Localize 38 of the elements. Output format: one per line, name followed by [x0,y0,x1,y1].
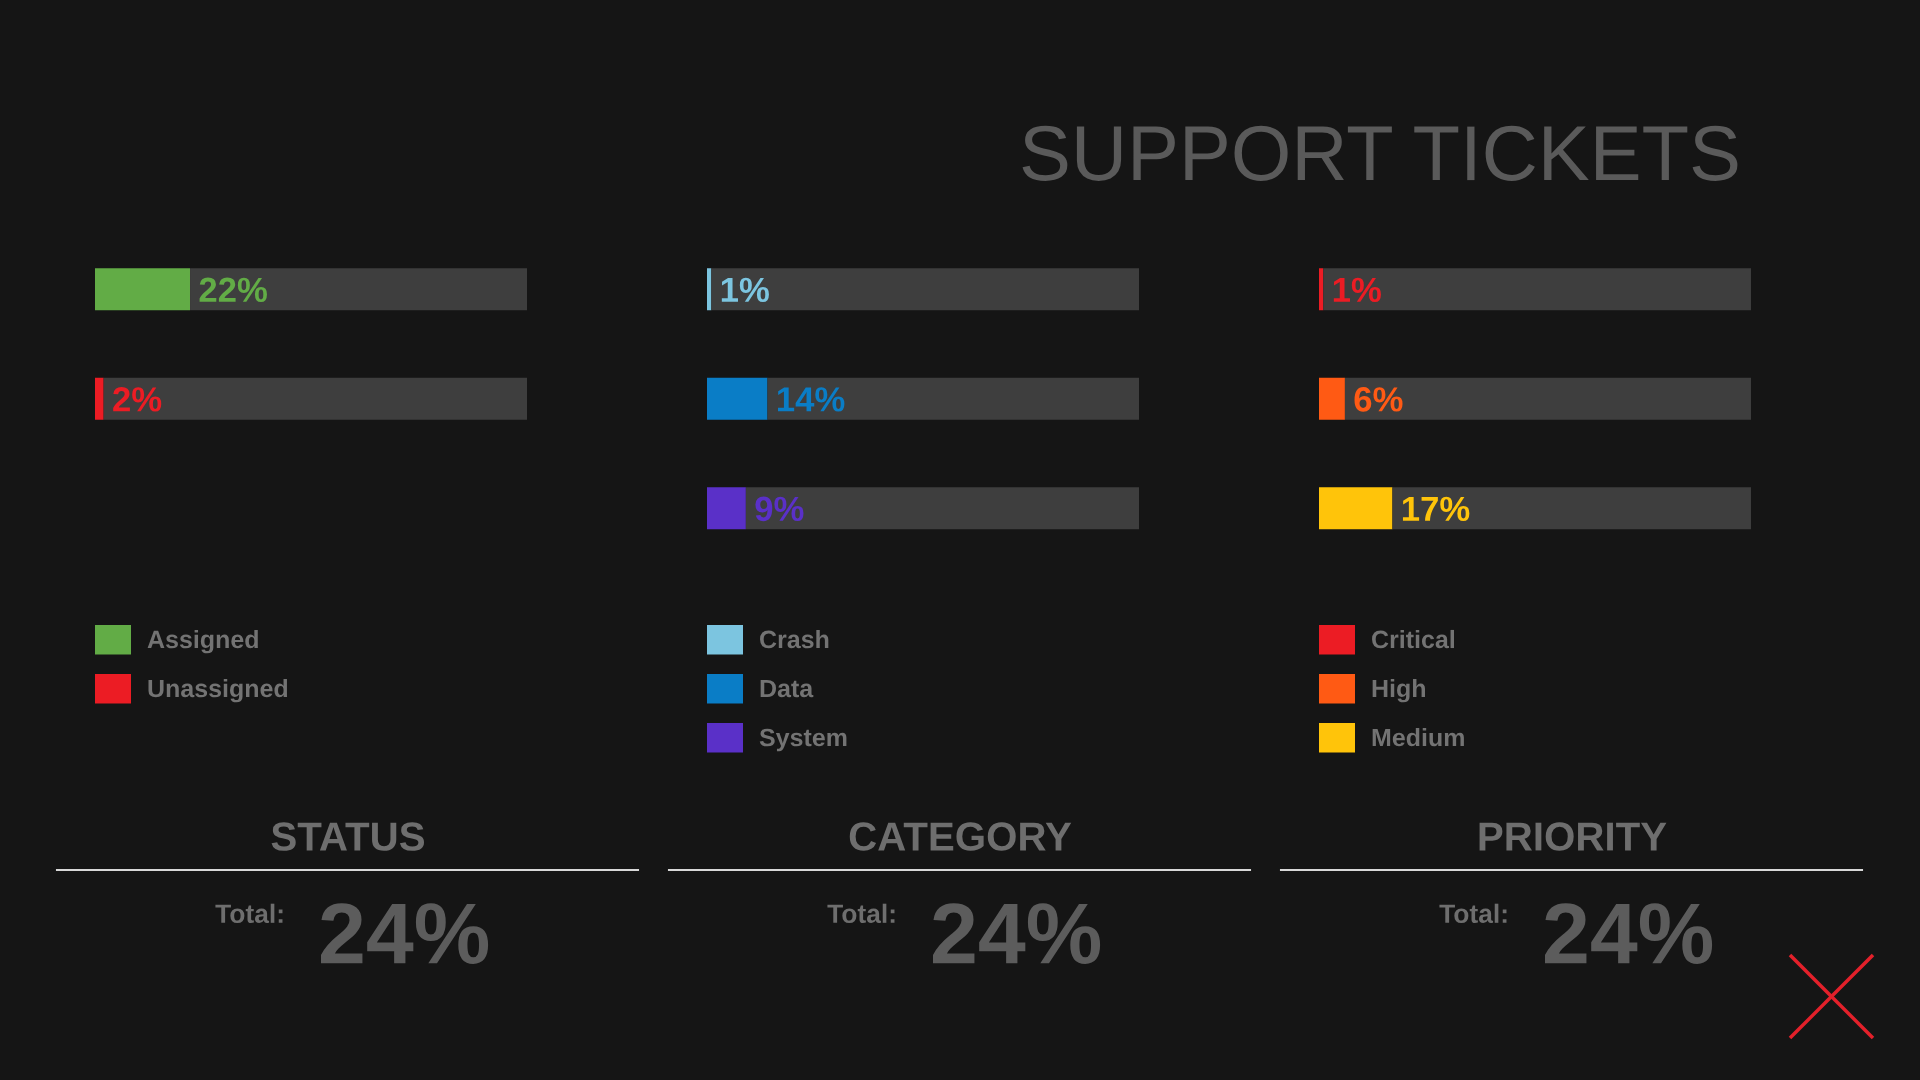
text: STATUS [271,822,425,851]
legend-label: Critical [1372,629,1454,649]
bar [1319,377,1345,420]
data-label: 9% [755,496,804,522]
data-label: 2% [113,387,162,412]
bar [767,377,1139,420]
legend-label: Medium [1372,727,1464,747]
data-label: 1% [1333,277,1381,303]
bar [1323,268,1751,311]
text: CATEGORY [849,822,1072,851]
text: Total: [827,903,895,924]
text: 24% [320,903,489,964]
data-label: 17% [1402,496,1470,522]
text: Total: [215,903,283,924]
legend-label: System [759,728,847,752]
bar [707,377,768,420]
bar [1344,377,1751,420]
legend-label: Crash [760,629,829,649]
bar [707,268,712,311]
text: 24% [1544,903,1713,964]
data-label: 14% [778,387,845,412]
bar [1319,268,1324,311]
legend-label: Unassigned [148,678,288,703]
data-label: 6% [1354,387,1403,412]
bar [711,268,1139,311]
data-label: 1% [721,277,769,303]
bar [1392,487,1751,530]
text: PRIORITY [1479,822,1667,851]
text: SUPPORT TICKETS [1022,125,1738,181]
bar [745,487,1139,530]
text: 24% [932,903,1101,964]
text: Total: [1439,903,1507,924]
data-label: 22% [199,277,267,303]
bar [1319,487,1393,530]
legend-label: Assigned [147,629,258,654]
legend-label: High [1372,678,1425,703]
legend-label: Data [760,679,814,698]
bar [707,487,746,530]
